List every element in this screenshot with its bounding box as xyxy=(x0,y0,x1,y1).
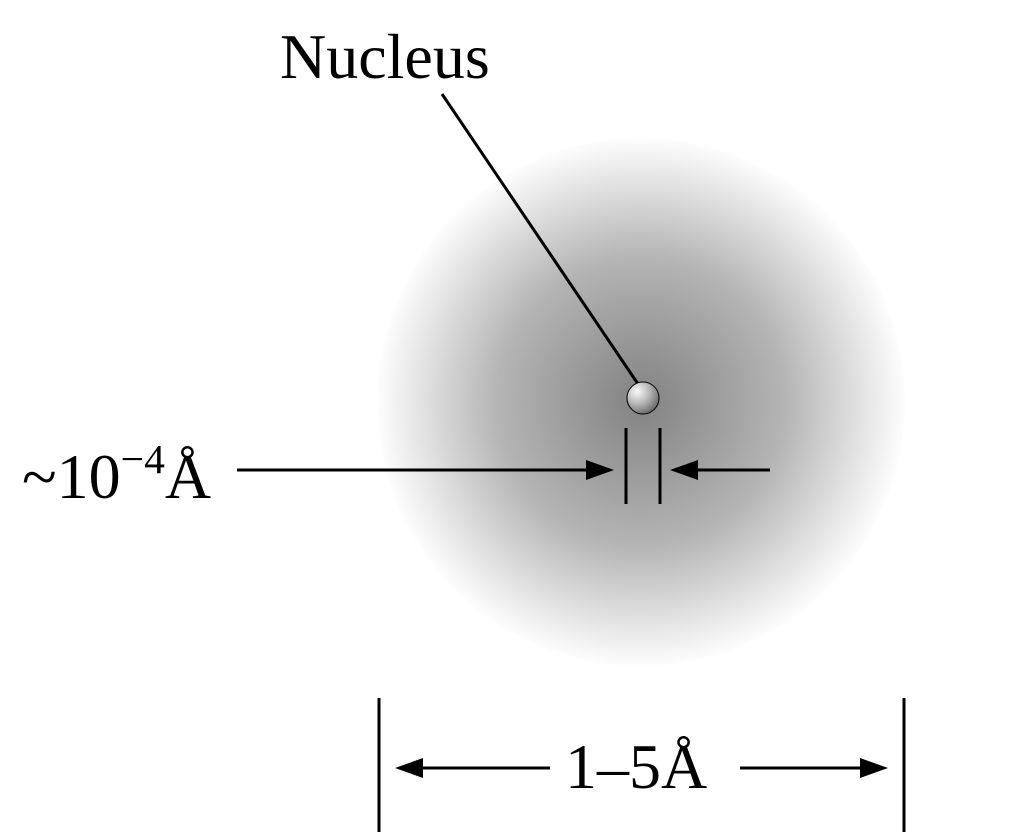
atom-diagram: Nucleus ~10−4Å 1–5Å xyxy=(0,0,1024,837)
nucleus-label-text: Nucleus xyxy=(280,21,490,92)
electron-cloud xyxy=(377,138,905,666)
nucleus-size-unit: Å xyxy=(165,441,211,512)
nucleus-size-label: ~10−4Å xyxy=(22,435,211,514)
diagram-svg xyxy=(0,0,1024,837)
atom-size-text: 1–5Å xyxy=(565,731,707,802)
nucleus-size-prefix: ~10 xyxy=(22,441,121,512)
atom-size-label: 1–5Å xyxy=(565,730,707,804)
nucleus-label: Nucleus xyxy=(280,20,490,94)
nucleus-size-exponent: −4 xyxy=(121,436,165,482)
nucleus-dot xyxy=(627,382,659,414)
